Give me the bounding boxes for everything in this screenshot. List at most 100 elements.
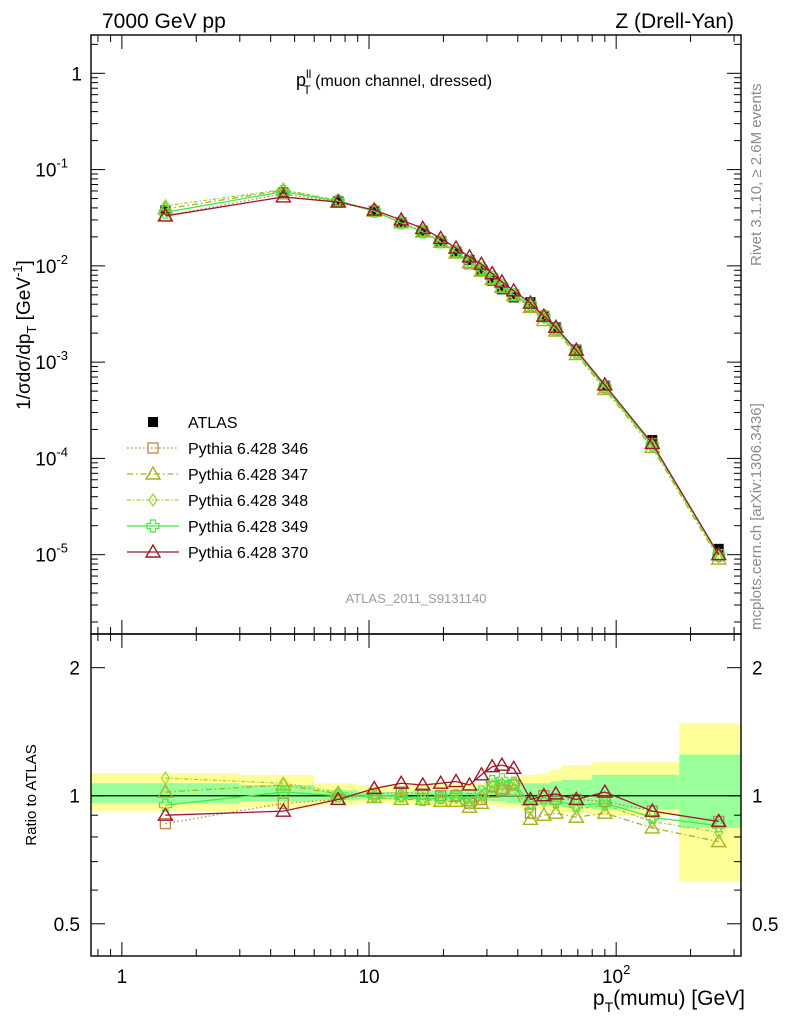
ratio-point-p347-11 <box>493 780 511 795</box>
point-p370-8 <box>461 248 478 263</box>
ratio-series-p370 <box>157 756 727 828</box>
plot-label-p: p <box>296 70 306 90</box>
legend-label-p349: Pythia 6.428 349 <box>188 519 308 536</box>
point-p370-14 <box>535 307 553 322</box>
plot-label-rest: (muon channel, dressed) <box>311 73 492 90</box>
y-tick-label-base: 10 <box>35 353 56 374</box>
ratio-point-p347-16 <box>568 808 585 823</box>
legend: ATLAS Pythia 6.428 346 Pythia 6.428 347 Pyt… <box>127 415 308 562</box>
x-axis-label-rest: (mumu) [GeV] <box>613 987 745 1010</box>
ratio-point-p349-19 <box>712 819 726 833</box>
band-green-10 <box>486 788 498 802</box>
point-p370-12 <box>505 282 522 297</box>
point-atlas-11 <box>496 284 507 295</box>
point-p370-16 <box>568 341 585 356</box>
ratio-y-tick-label-right: 1 <box>752 787 763 808</box>
header-right: Z (Drell-Yan) <box>615 10 734 33</box>
point-p370-6 <box>432 229 449 245</box>
point-atlas-1 <box>278 187 289 198</box>
y-tick-label-sup: -5 <box>56 541 68 556</box>
point-p370-1 <box>275 188 292 203</box>
legend-label-atlas: ATLAS <box>188 415 238 432</box>
side-text-bottom: mcplots.cern.ch [arXiv:1306.3436] <box>748 403 765 630</box>
point-p370-18 <box>644 435 661 450</box>
plot-label-sup: ll <box>306 67 311 81</box>
point-p370-10 <box>483 265 501 280</box>
x-axis-label: pT(mumu) [GeV] <box>593 987 745 1015</box>
ratio-point-p349-7 <box>449 789 463 803</box>
legend-marker-p346 <box>147 442 159 454</box>
point-p370-17 <box>596 376 614 391</box>
x-tick-label: 102 <box>602 962 630 988</box>
watermark: ATLAS_2011_S9131140 <box>346 591 487 606</box>
ratio-frame <box>90 633 742 957</box>
legend-marker-p347 <box>144 465 162 480</box>
legend-item-atlas: ATLAS <box>148 415 238 432</box>
ratio-point-p347-17 <box>596 804 614 819</box>
point-p370-7 <box>447 239 465 254</box>
ratio-point-p346-13 <box>524 807 537 819</box>
ratio-point-p370-16 <box>568 791 585 806</box>
ratio-point-p349-5 <box>416 792 430 807</box>
point-p348-14 <box>539 310 549 325</box>
y-axis-label-part2: [GeV <box>14 277 35 326</box>
ratio-point-p370-15 <box>547 785 565 800</box>
ratio-point-p347-0 <box>157 783 174 798</box>
ratio-point-p347-13 <box>522 810 539 826</box>
x-tick-label-base: 10 <box>602 967 623 988</box>
x-tick-label: 1 <box>117 967 128 988</box>
ratio-point-p348-8 <box>464 796 475 811</box>
point-p370-0 <box>157 207 174 222</box>
point-p349-18 <box>645 438 659 452</box>
point-p348-18 <box>647 438 657 453</box>
ratio-point-p370-3 <box>366 780 383 795</box>
y-tick-label-base: 10 <box>35 257 56 278</box>
ratio-y-label-text: Ratio to ATLAS <box>23 744 40 845</box>
x-axis-label-sub: T <box>605 999 614 1015</box>
y-tick-label: 1 <box>71 64 82 85</box>
legend-item-p370: Pythia 6.428 370 <box>127 543 308 562</box>
y-tick-label: 10-5 <box>35 541 68 567</box>
ratio-point-p370-19 <box>710 813 727 828</box>
y-axis-label-sub: T <box>24 326 39 334</box>
legend-label-p347: Pythia 6.428 347 <box>188 467 308 484</box>
ratio-point-p348-0 <box>160 771 171 786</box>
y-tick-label-sup: -2 <box>56 252 68 267</box>
ratio-point-p349-11 <box>495 773 509 787</box>
legend-label-p346: Pythia 6.428 346 <box>188 441 308 458</box>
x-axis-label-p: p <box>593 987 605 1010</box>
point-p349-16 <box>569 345 583 359</box>
ratio-point-p347-19 <box>710 833 727 848</box>
ratio-point-p349-2 <box>331 789 345 803</box>
ratio-point-p346-0 <box>159 817 172 830</box>
x-tick-label-base: 10 <box>358 967 379 988</box>
ratio-y-tick-label: 0.5 <box>54 915 80 936</box>
y-axis-label-sup: -1 <box>10 265 25 277</box>
point-p349-10 <box>485 270 499 284</box>
y-tick-label-base: 10 <box>35 161 56 182</box>
point-atlas-10 <box>487 275 498 286</box>
point-p348-17 <box>600 380 610 395</box>
ratio-point-p370-5 <box>414 776 431 791</box>
ratio-point-p349-8 <box>462 792 477 807</box>
ratio-point-p370-2 <box>329 791 347 806</box>
y-axis-label: 1/σdσ/dpT [GeV-1] <box>10 260 39 410</box>
point-p370-13 <box>522 294 539 309</box>
y-tick-label: 10-2 <box>35 252 68 278</box>
point-p349-15 <box>549 322 563 336</box>
point-p370-2 <box>329 193 347 208</box>
point-p370-5 <box>414 220 431 235</box>
ratio-y-tick-label: 2 <box>69 659 80 680</box>
y-axis-label-part1: 1/σdσ/dp <box>14 334 35 410</box>
ratio-point-p370-11 <box>493 756 511 771</box>
point-p370-3 <box>366 201 383 216</box>
point-atlas-12 <box>508 292 519 303</box>
legend-label-p370: Pythia 6.428 370 <box>188 545 308 562</box>
y-tick-label-base: 1 <box>71 64 82 85</box>
point-p348-19 <box>713 549 724 564</box>
ratio-y-tick-label: 1 <box>69 787 80 808</box>
ratio-point-p348-1 <box>278 776 289 791</box>
